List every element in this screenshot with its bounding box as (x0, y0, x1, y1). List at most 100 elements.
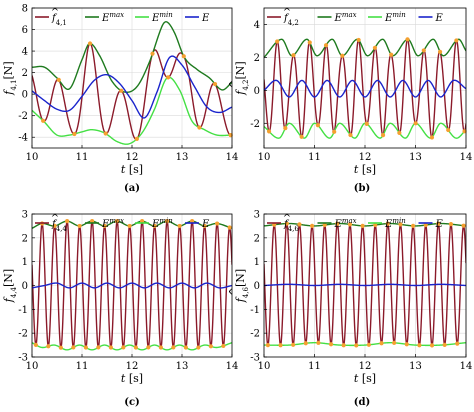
extremum-marker (65, 219, 70, 224)
extremum-marker (437, 49, 443, 54)
extremum-marker (87, 41, 93, 46)
y-axis-label: f4,1[N] (2, 61, 18, 95)
extremum-marker (366, 342, 372, 347)
x-axis-label: t [s] (121, 372, 143, 385)
y-axis-label: f4,2[N] (234, 61, 250, 95)
x-tick-label: 13 (176, 361, 189, 372)
x-tick-label: 10 (258, 361, 271, 372)
y-tick-label: 0 (22, 90, 28, 101)
extremum-marker (315, 123, 321, 128)
extremum-marker (303, 341, 308, 346)
y-tick-label: 6 (22, 25, 28, 36)
legend-hat: ^ (51, 213, 59, 224)
extremum-marker (77, 223, 82, 229)
extremum-marker (379, 341, 384, 346)
extremum-marker (177, 223, 182, 229)
extremum-marker (146, 345, 151, 350)
extremum-marker (133, 345, 138, 350)
extremum-marker (328, 342, 334, 347)
legend-label-emin: Emin (151, 11, 173, 24)
legend-label-f: f4,4 (51, 219, 67, 233)
legend-label-emin: Emin (151, 217, 173, 230)
extremum-marker (373, 222, 378, 228)
extremum-marker (283, 126, 288, 131)
legend-label-f: f4,1 (51, 13, 67, 27)
extremum-marker (421, 48, 426, 53)
extremum-marker (134, 136, 139, 141)
extremum-marker (119, 88, 124, 93)
extremum-marker (307, 40, 312, 45)
legend-label-emax: Emax (334, 11, 357, 24)
extremum-marker (413, 121, 418, 126)
x-tick-label: 12 (359, 361, 372, 372)
extremum-marker (150, 51, 155, 56)
extremum-marker (166, 75, 171, 80)
panel-caption: (c) (124, 397, 140, 408)
series-e (32, 282, 232, 289)
legend-label-f: f4,2 (283, 13, 299, 27)
extremum-marker (299, 134, 304, 139)
extremum-marker (372, 45, 378, 50)
extremum-marker (221, 343, 226, 349)
y-tick-label: 2 (254, 53, 260, 64)
extremum-marker (404, 342, 409, 347)
extremum-marker (83, 345, 88, 350)
panel-caption: (a) (124, 183, 140, 194)
y-tick-label: 2 (22, 68, 28, 79)
extremum-marker (410, 223, 416, 228)
y-tick-label: -2 (250, 119, 260, 130)
y-axis-label: f4,4[N] (2, 269, 18, 303)
extremum-marker (208, 344, 213, 349)
extremum-marker (291, 342, 296, 347)
x-tick-label: 13 (409, 361, 422, 372)
extremum-marker (392, 340, 397, 345)
extremum-marker (102, 223, 107, 229)
y-tick-label: 0 (254, 86, 260, 97)
extremum-marker (354, 343, 359, 348)
extremum-marker (297, 222, 302, 227)
series-e (264, 79, 466, 98)
legend-hat: ^ (283, 7, 291, 18)
extremum-marker (265, 343, 271, 348)
y-tick-label: 3 (254, 210, 260, 221)
y-tick-label: 2 (22, 233, 28, 244)
extremum-marker (152, 223, 157, 229)
extremum-marker (429, 343, 435, 348)
legend-label-emax: Emax (101, 11, 124, 24)
extremum-marker (103, 131, 108, 136)
extremum-marker (316, 340, 321, 345)
y-tick-label: 4 (254, 20, 260, 31)
y-axis-label: f4,6[N] (234, 269, 250, 303)
x-tick-label: 11 (308, 361, 321, 372)
extremum-marker (461, 223, 466, 228)
y-tick-label: 8 (22, 4, 28, 15)
extremum-marker (323, 43, 329, 48)
extremum-marker (41, 118, 46, 123)
extremum-marker (266, 129, 272, 134)
legend-label-e: E (435, 219, 444, 230)
y-tick-label: 0 (22, 281, 28, 292)
extremum-marker (278, 343, 283, 348)
extremum-marker (360, 223, 365, 228)
y-tick-label: 3 (22, 210, 28, 221)
extremum-marker (356, 37, 361, 43)
y-label-hat: ^ (0, 287, 8, 296)
extremum-marker (380, 133, 386, 138)
extremum-marker (389, 52, 394, 57)
y-tick-label: -4 (18, 133, 28, 144)
y-label-hat: ^ (227, 79, 240, 88)
extremum-marker (423, 222, 428, 228)
x-tick-label: 10 (26, 361, 39, 372)
x-tick-label: 10 (26, 152, 39, 163)
panel-caption: (b) (354, 183, 370, 194)
legend-label-emax: Emax (334, 217, 357, 230)
y-tick-label: 2 (254, 233, 260, 244)
extremum-marker (158, 345, 163, 350)
x-axis-label: t [s] (354, 372, 376, 385)
x-tick-label: 14 (460, 361, 473, 372)
x-tick-label: 12 (126, 361, 139, 372)
extremum-marker (115, 219, 120, 224)
